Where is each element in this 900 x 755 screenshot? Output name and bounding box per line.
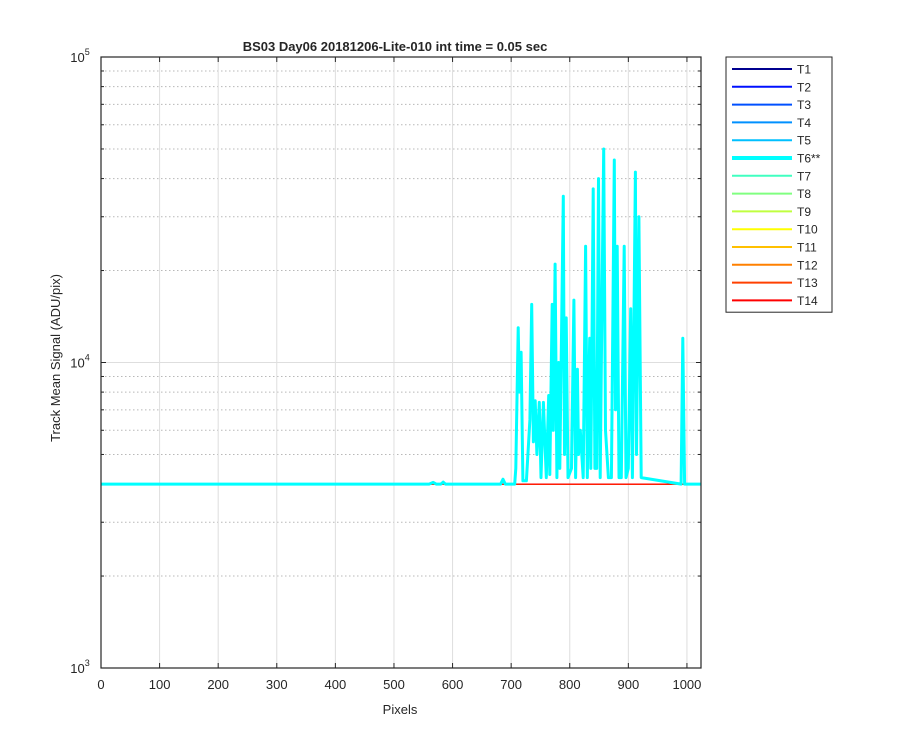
chart-title: BS03 Day06 20181206-Lite-010 int time = … — [243, 39, 548, 54]
legend-label: T2 — [797, 80, 811, 94]
legend-label: T9 — [797, 205, 811, 219]
x-tick-label: 900 — [617, 677, 639, 692]
y-tick-label: 104 — [70, 353, 89, 371]
series-line-t6 — [101, 147, 701, 486]
legend-label: T13 — [797, 276, 818, 290]
x-tick-label: 800 — [559, 677, 581, 692]
legend-label: T5 — [797, 134, 811, 148]
legend-label: T3 — [797, 98, 811, 112]
plot-area: 0 100 200 300 400 500 600 700 800 900 1000 103 104 10… — [70, 47, 702, 692]
x-tick-label: 700 — [500, 677, 522, 692]
legend: T1 T2 T3 T4 T5 T6** T7 T8 T9 T10 T11 T12 T13 T14 — [725, 56, 833, 313]
x-axis-label: Pixels — [383, 702, 418, 717]
x-tick-label: 0 — [97, 677, 104, 692]
legend-box — [725, 56, 833, 313]
x-tick-label: 100 — [149, 677, 171, 692]
x-tick-label: 600 — [442, 677, 464, 692]
legend-label: T14 — [797, 294, 818, 308]
legend-label: T8 — [797, 187, 811, 201]
x-tick-label: 1000 — [672, 677, 701, 692]
x-tick-label: 400 — [325, 677, 347, 692]
y-tick-label: 105 — [70, 47, 89, 65]
legend-label: T6** — [797, 152, 821, 166]
x-tick-label: 200 — [207, 677, 229, 692]
legend-label: T7 — [797, 169, 811, 183]
legend-label: T12 — [797, 258, 818, 272]
legend-label: T4 — [797, 116, 811, 130]
y-axis-label: Track Mean Signal (ADU/pix) — [48, 274, 63, 442]
legend-label: T1 — [797, 63, 811, 77]
legend-label: T10 — [797, 223, 818, 237]
x-tick-label: 500 — [383, 677, 405, 692]
legend-label: T11 — [797, 241, 817, 255]
x-tick-label: 300 — [266, 677, 288, 692]
axes-box — [100, 56, 702, 669]
y-tick-label: 103 — [70, 658, 89, 676]
